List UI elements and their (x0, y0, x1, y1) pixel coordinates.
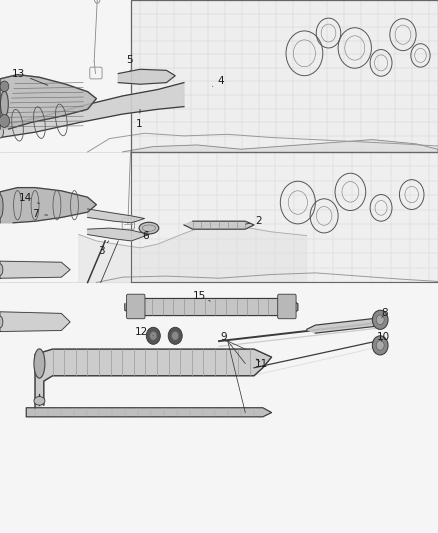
Ellipse shape (0, 91, 8, 117)
Polygon shape (125, 298, 298, 316)
Text: 2: 2 (246, 216, 262, 225)
Circle shape (168, 327, 182, 344)
Polygon shape (0, 188, 96, 223)
Text: 8: 8 (381, 309, 388, 318)
Text: 15: 15 (193, 291, 210, 301)
Polygon shape (79, 224, 307, 282)
Text: 5: 5 (126, 55, 133, 71)
FancyBboxPatch shape (127, 294, 145, 319)
Ellipse shape (34, 349, 45, 378)
Polygon shape (0, 75, 96, 129)
Text: 11: 11 (255, 359, 268, 368)
Polygon shape (123, 140, 438, 152)
Circle shape (172, 332, 179, 340)
Text: 13: 13 (12, 69, 48, 85)
Ellipse shape (0, 125, 4, 138)
Circle shape (0, 115, 10, 127)
Circle shape (376, 341, 384, 350)
Text: 1: 1 (136, 109, 143, 128)
Text: 9: 9 (220, 332, 227, 342)
Text: 10: 10 (377, 332, 390, 342)
Circle shape (372, 336, 388, 355)
Polygon shape (88, 228, 149, 241)
Circle shape (372, 310, 388, 329)
Ellipse shape (0, 316, 3, 328)
Ellipse shape (34, 397, 45, 405)
Text: 14: 14 (19, 193, 39, 204)
Polygon shape (131, 152, 438, 282)
Text: 6: 6 (142, 231, 149, 240)
Polygon shape (26, 408, 272, 417)
Text: 12: 12 (134, 327, 153, 336)
Polygon shape (307, 318, 385, 333)
Text: 3: 3 (98, 241, 109, 255)
Circle shape (146, 327, 160, 344)
Ellipse shape (139, 222, 159, 234)
Polygon shape (88, 209, 145, 223)
Circle shape (150, 332, 157, 340)
Polygon shape (35, 349, 272, 408)
FancyBboxPatch shape (278, 294, 296, 319)
Text: 7: 7 (32, 209, 48, 219)
Circle shape (0, 81, 9, 92)
Circle shape (376, 315, 384, 325)
Polygon shape (131, 0, 438, 152)
Text: 4: 4 (212, 76, 225, 86)
Polygon shape (0, 312, 70, 332)
Polygon shape (118, 69, 175, 84)
Polygon shape (0, 261, 70, 278)
Polygon shape (184, 221, 254, 229)
Ellipse shape (0, 195, 3, 218)
Polygon shape (0, 83, 184, 138)
Ellipse shape (0, 264, 3, 276)
